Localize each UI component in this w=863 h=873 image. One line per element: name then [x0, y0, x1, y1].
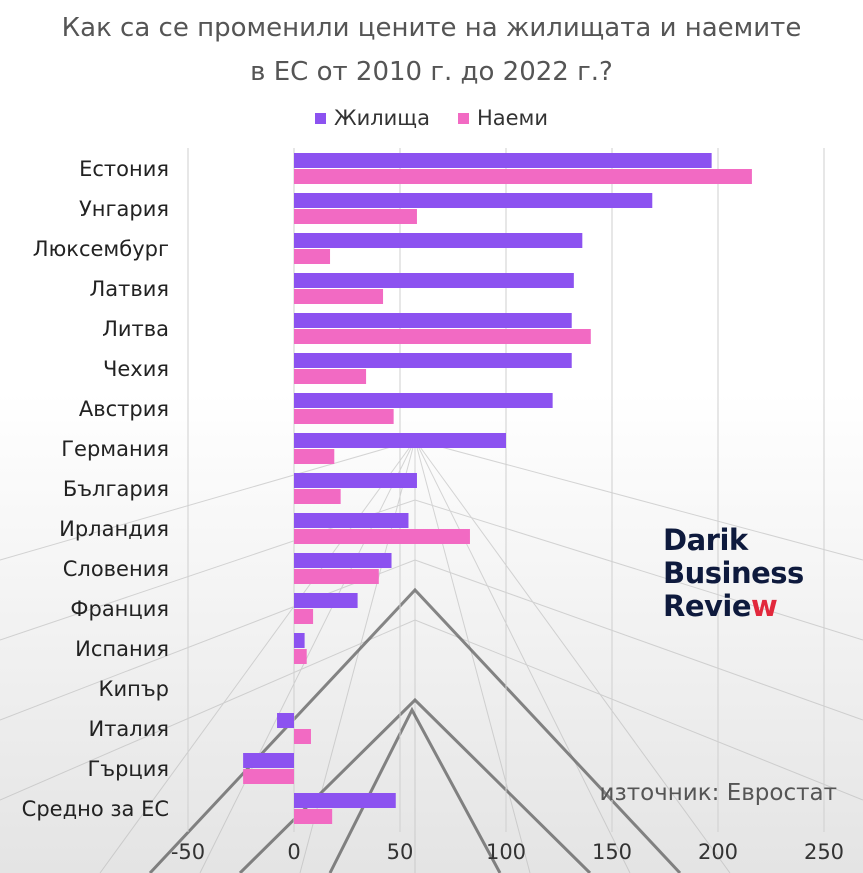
bar-housing	[294, 433, 506, 448]
legend-label-housing: Жилища	[333, 106, 430, 130]
source-note: източник: Евростат	[599, 780, 837, 806]
bar-housing	[294, 353, 572, 368]
category-label: Литва	[102, 317, 169, 341]
category-label: Средно за ЕС	[22, 797, 169, 821]
bar-housing	[294, 273, 574, 288]
bar-housing	[294, 553, 392, 568]
bar-rent	[294, 369, 367, 384]
bar-rent	[294, 329, 591, 344]
bar-rent	[294, 609, 314, 624]
x-tick-label: 200	[698, 840, 738, 864]
category-label: Испания	[75, 637, 169, 661]
bar-housing	[294, 513, 409, 528]
category-label: Естония	[79, 157, 169, 181]
logo-line-3-main: Revie	[663, 589, 752, 623]
x-tick-label: 250	[804, 840, 844, 864]
bar-rent	[294, 169, 752, 184]
x-tick-label: 0	[287, 840, 300, 864]
bar-rent	[294, 529, 470, 544]
category-label: Гърция	[87, 757, 169, 781]
bar-rent	[294, 409, 394, 424]
bar-rent	[294, 249, 331, 264]
x-tick-label: 50	[387, 840, 414, 864]
bar-rent	[294, 649, 307, 664]
bar-housing	[294, 193, 653, 208]
bar-rent	[243, 769, 294, 784]
category-label: България	[63, 477, 169, 501]
legend-item-housing: Жилища	[314, 106, 430, 130]
legend-swatch-rent	[457, 112, 469, 124]
category-label: Унгария	[79, 197, 169, 221]
legend-label-rent: Наеми	[476, 106, 549, 130]
logo-line-2: Business	[663, 556, 804, 590]
bar-housing	[294, 473, 417, 488]
category-label: Ирландия	[59, 517, 169, 541]
bar-housing	[294, 593, 358, 608]
category-label: Италия	[88, 717, 169, 741]
legend: Жилища Наеми	[0, 106, 863, 130]
category-label: Германия	[61, 437, 169, 461]
x-tick-label: 150	[592, 840, 632, 864]
bar-rent	[294, 809, 333, 824]
category-label: Чехия	[103, 357, 169, 381]
chart-title-line-2: в ЕС от 2010 г. до 2022 г.?	[250, 57, 613, 87]
category-label: Кипър	[99, 677, 169, 701]
darik-business-review-logo: Darik Business Review	[663, 524, 804, 623]
bar-rent	[294, 569, 379, 584]
legend-swatch-housing	[314, 112, 326, 124]
chart-title-line-1: Как са се променили цените на жилищата и…	[61, 13, 802, 43]
logo-line-1: Darik	[663, 523, 748, 557]
bar-rent	[294, 289, 384, 304]
category-label: Франция	[70, 597, 169, 621]
bar-housing	[277, 713, 294, 728]
bar-rent	[294, 449, 335, 464]
category-label: Австрия	[79, 397, 169, 421]
bar-housing	[294, 313, 572, 328]
x-tick-label: -50	[171, 840, 205, 864]
bar-housing	[294, 233, 583, 248]
bar-housing	[294, 393, 553, 408]
bar-housing	[294, 633, 305, 648]
x-tick-label: 100	[486, 840, 526, 864]
category-label: Люксембург	[33, 237, 169, 261]
bar-housing	[294, 153, 712, 168]
legend-item-rent: Наеми	[457, 106, 549, 130]
logo-line-3-accent: w	[751, 589, 778, 623]
bar-rent	[294, 209, 417, 224]
logo-line-3: Review	[663, 590, 804, 623]
bar-housing	[243, 753, 294, 768]
bar-housing	[294, 793, 396, 808]
category-label: Словения	[63, 557, 169, 581]
bar-rent	[294, 489, 341, 504]
bar-rent	[294, 729, 311, 744]
category-label: Латвия	[89, 277, 169, 301]
